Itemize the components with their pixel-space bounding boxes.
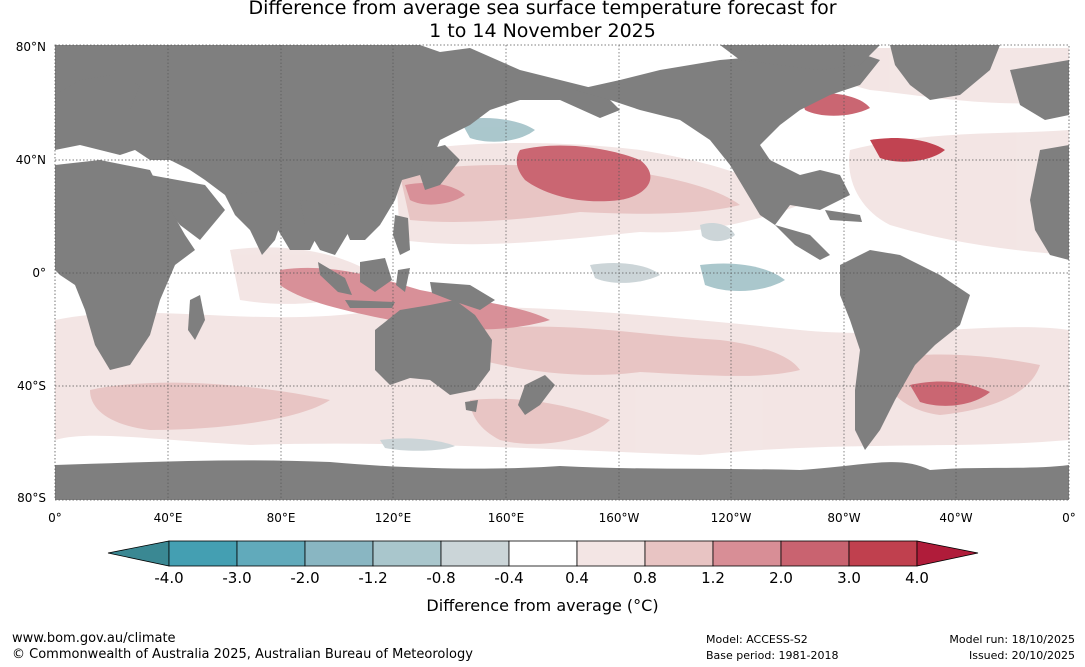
colorbar-segment-1 — [168, 540, 238, 567]
colorbar-segment-2 — [236, 540, 306, 567]
land-central-america — [775, 225, 830, 260]
land-new-guinea — [430, 282, 495, 310]
lat-label-80s: 80°S — [17, 491, 46, 505]
land-europe-east-edge — [1030, 145, 1069, 260]
graticule — [55, 45, 1069, 500]
colorbar-segment-7 — [576, 540, 646, 567]
colorbar-tick: -4.0 — [154, 569, 184, 587]
lon-label-160e: 160°E — [487, 511, 525, 525]
map-title-line-2: 1 to 14 November 2025 — [429, 20, 656, 42]
anomaly-strong-warm-nw-pacific-2 — [405, 183, 465, 205]
land-caribbean — [825, 210, 862, 222]
land-tasmania — [465, 400, 478, 412]
land-north-america — [575, 50, 880, 225]
land-sumatra — [318, 262, 352, 295]
land-new-zealand — [518, 375, 555, 415]
anomaly-medium-warm-tasman — [470, 398, 610, 444]
lat-label-80n: 80°N — [15, 40, 46, 54]
lon-label-80e: 80°E — [266, 511, 296, 525]
colorbar-tick: -2.0 — [290, 569, 320, 587]
anomaly-cool-equatorial-pacific-1 — [590, 263, 660, 283]
land-sulawesi — [396, 268, 410, 292]
anomaly-cool-equatorial-pacific-2 — [700, 263, 785, 292]
land-africa — [55, 160, 195, 370]
footer-issued: Issued: 20/10/2025 — [968, 649, 1075, 662]
footer-base-period: Base period: 1981-2018 — [706, 649, 839, 662]
anomaly-cool-kamchatka — [460, 118, 535, 142]
land-scandinavia — [55, 75, 140, 130]
land-australia — [375, 300, 492, 395]
colorbar-tick: -0.4 — [494, 569, 524, 587]
colorbar-tick: 3.0 — [837, 569, 861, 587]
land-madagascar — [188, 295, 205, 340]
anomaly-cool-east-pacific — [700, 223, 735, 242]
footer-model: Model: ACCESS-S2 — [706, 633, 808, 646]
lat-label-40n: 40°N — [15, 153, 46, 167]
lat-label-equator: 0° — [32, 266, 46, 280]
land-philippines — [393, 215, 410, 255]
footer-model-run: Model run: 18/10/2025 — [949, 633, 1075, 646]
lon-label-80w: 80°W — [827, 511, 861, 525]
colorbar-segment-11 — [848, 540, 918, 567]
colorbar-segment-5 — [440, 540, 510, 567]
colorbar-tick: 2.0 — [769, 569, 793, 587]
anomaly-strong-warm-north-pacific — [516, 145, 651, 202]
anomaly-medium-warm-south-pacific — [480, 326, 800, 376]
colorbar-tick: 0.8 — [633, 569, 657, 587]
colorbar-label: Difference from average (°C) — [426, 596, 659, 615]
land-indochina — [300, 200, 350, 255]
colorbar-segment-9 — [712, 540, 782, 567]
colorbar-over-arrow — [916, 540, 979, 567]
lon-label-0-right: 0° — [1062, 511, 1076, 525]
colorbar-tick: -0.8 — [426, 569, 456, 587]
land-greenland — [890, 45, 1000, 100]
colorbar-segment-3 — [304, 540, 374, 567]
lon-label-40w: 40°W — [939, 511, 973, 525]
land-india — [225, 190, 285, 255]
colorbar-segment-6 — [508, 540, 578, 567]
lon-label-160w: 160°W — [598, 511, 640, 525]
anomaly-medium-warm-southern-ocean — [90, 382, 330, 430]
land-eurasia — [55, 45, 620, 250]
colorbar-segment-8 — [644, 540, 714, 567]
lon-label-120e: 120°E — [374, 511, 412, 525]
land-arabia — [150, 175, 225, 240]
colorbar-tick: 1.2 — [701, 569, 725, 587]
colorbar-tick: -1.2 — [358, 569, 388, 587]
land-borneo — [360, 258, 392, 292]
colorbar-segment-10 — [780, 540, 850, 567]
colorbar-tick: 4.0 — [905, 569, 929, 587]
land-masses — [55, 45, 1069, 500]
anomaly-strong-warm-south-atlantic — [910, 381, 990, 406]
colorbar-segment-4 — [372, 540, 442, 567]
land-antarctica — [55, 460, 1069, 500]
colorbar-tick: -3.0 — [222, 569, 252, 587]
lon-label-40e: 40°E — [153, 511, 183, 525]
anomaly-cool-southern-ocean — [380, 438, 455, 451]
land-java — [345, 300, 395, 308]
anomaly-medium-warm-maritime — [280, 267, 550, 330]
anomaly-strong-warm-gulf-stream — [870, 138, 945, 162]
land-south-america — [840, 250, 970, 450]
lat-label-40s: 40°S — [17, 379, 46, 393]
colorbar-under-arrow — [107, 540, 170, 567]
colorbar-tick: 0.4 — [565, 569, 589, 587]
colorbar — [107, 540, 979, 567]
map-title-line-1: Difference from average sea surface temp… — [248, 0, 837, 19]
land-europe-west — [1010, 60, 1069, 120]
land-japan — [420, 145, 460, 190]
lon-label-0-left: 0° — [48, 511, 62, 525]
footer-url[interactable]: www.bom.gov.au/climate — [12, 631, 176, 646]
land-arctic-islands — [720, 45, 880, 70]
anomaly-light-warm-south — [55, 306, 1069, 455]
lon-label-120w: 120°W — [710, 511, 752, 525]
map-frame — [54, 44, 1070, 501]
footer-copyright: © Commonwealth of Australia 2025, Austra… — [12, 647, 473, 662]
